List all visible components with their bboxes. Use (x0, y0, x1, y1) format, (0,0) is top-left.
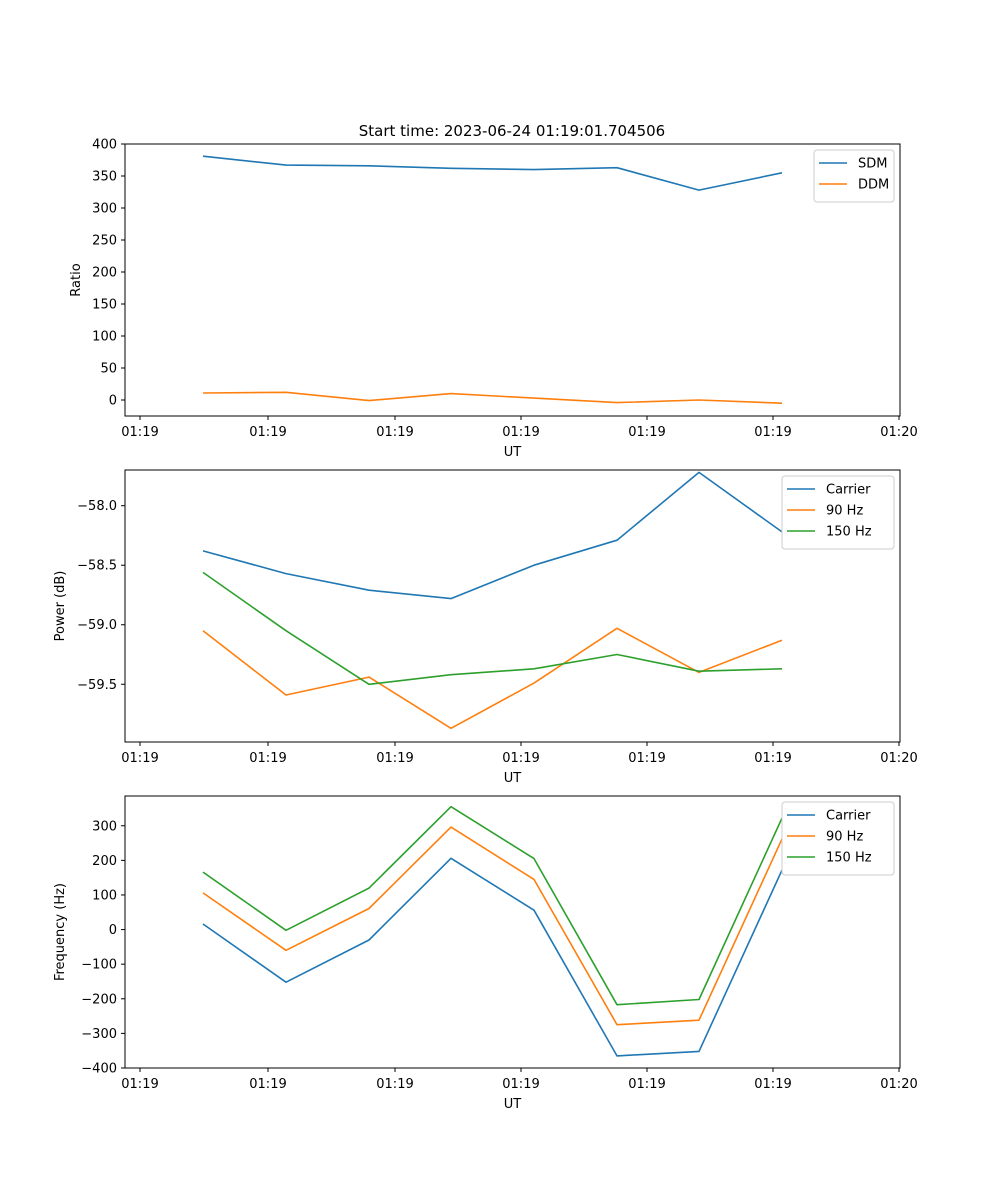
legend: Carrier 90 Hz 150 Hz (781, 801, 895, 876)
y-tick-label: −59.5 (77, 678, 117, 693)
x-tick-label: 01:19 (249, 425, 286, 440)
x-tick-label: 01:19 (502, 425, 539, 440)
legend-label: 150 Hz (826, 851, 872, 866)
legend-label: 90 Hz (826, 830, 863, 845)
legend-label: SDM (858, 157, 887, 172)
y-tick-label: 300 (92, 202, 117, 217)
y-tick-label: −58.5 (77, 559, 117, 574)
legend-label: DDM (858, 178, 889, 193)
y-tick-label: 350 (92, 170, 117, 185)
series-line-150-hz (202, 571, 783, 686)
y-tick-label: −58.0 (77, 499, 117, 514)
series-line-90-hz (202, 627, 783, 730)
x-tick-label: 01:19 (628, 425, 665, 440)
y-tick-label: 100 (92, 888, 117, 903)
axes-frame (124, 143, 901, 417)
x-tick-label: 01:20 (880, 1077, 917, 1092)
y-tick-label: −400 (81, 1062, 117, 1077)
series-line-sdm (202, 155, 783, 191)
panel-1: 01:19 01:19 01:19 01:19 01:19 01:19 01:20 UT 0 50… (69, 138, 918, 461)
legend-label: 150 Hz (826, 525, 872, 540)
y-tick-label: 0 (109, 394, 117, 409)
y-tick-label: 250 (92, 234, 117, 249)
legend-label: Carrier (826, 483, 871, 498)
series-line-90-hz (202, 826, 783, 1026)
y-tick-label: 50 (100, 362, 117, 377)
x-tick-label: 01:19 (754, 425, 791, 440)
y-axis-label: Power (dB) (53, 571, 68, 642)
x-tick-label: 01:19 (754, 1077, 791, 1092)
chart-title: Start time: 2023-06-24 01:19:01.704506 (359, 122, 665, 140)
y-tick-label: 150 (92, 298, 117, 313)
series-line-carrier (202, 857, 783, 1057)
x-tick-label: 01:20 (880, 751, 917, 766)
axes-frame (124, 469, 901, 743)
series-line-ddm (202, 391, 783, 404)
y-tick-label: 0 (109, 923, 117, 938)
legend: Carrier 90 Hz 150 Hz (781, 475, 895, 550)
x-axis-label: UT (504, 771, 522, 786)
panel-3: 01:19 01:19 01:19 01:19 01:19 01:19 01:20 UT −40… (53, 795, 918, 1112)
panel-2: 01:19 01:19 01:19 01:19 01:19 01:19 01:20 UT −59… (53, 469, 918, 786)
x-axis-label: UT (504, 1097, 522, 1112)
x-axis-label: UT (504, 445, 522, 460)
y-tick-label: 300 (92, 819, 117, 834)
x-tick-label: 01:19 (249, 1077, 286, 1092)
x-tick-label: 01:19 (376, 425, 413, 440)
y-tick-label: 200 (92, 854, 117, 869)
y-tick-label: −59.0 (77, 618, 117, 633)
y-tick-label: −200 (81, 992, 117, 1007)
x-tick-label: 01:19 (376, 751, 413, 766)
panels-container: 01:19 01:19 01:19 01:19 01:19 01:19 01:20 UT 0 50… (53, 138, 918, 1113)
x-tick-label: 01:19 (502, 751, 539, 766)
y-axis-label: Ratio (69, 263, 84, 296)
x-tick-label: 01:19 (502, 1077, 539, 1092)
axes-frame (124, 795, 901, 1069)
x-tick-label: 01:19 (628, 1077, 665, 1092)
series-line-carrier (202, 471, 783, 600)
y-tick-label: 400 (92, 138, 117, 153)
y-axis-label: Frequency (Hz) (53, 883, 68, 981)
y-tick-label: −300 (81, 1027, 117, 1042)
legend-label: 90 Hz (826, 504, 863, 519)
x-tick-label: 01:19 (628, 751, 665, 766)
x-tick-label: 01:19 (754, 751, 791, 766)
x-tick-label: 01:19 (249, 751, 286, 766)
y-tick-label: −100 (81, 958, 117, 973)
x-tick-label: 01:19 (121, 1077, 158, 1092)
legend-label: Carrier (826, 809, 871, 824)
x-tick-label: 01:20 (880, 425, 917, 440)
x-tick-label: 01:19 (376, 1077, 413, 1092)
y-tick-label: 200 (92, 266, 117, 281)
x-tick-label: 01:19 (121, 425, 158, 440)
x-tick-label: 01:19 (121, 751, 158, 766)
y-tick-label: 100 (92, 330, 117, 345)
series-line-150-hz (202, 805, 783, 1006)
legend: SDM DDM (813, 149, 895, 203)
